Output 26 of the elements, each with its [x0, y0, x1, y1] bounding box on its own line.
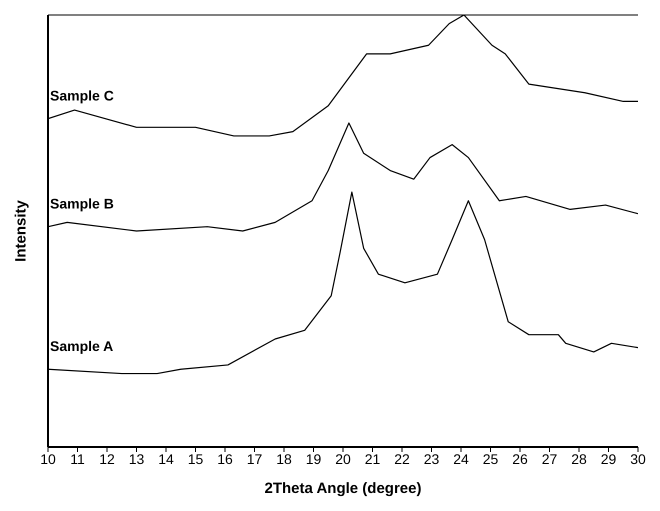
x-tick-label: 28 — [571, 450, 587, 467]
x-tick-label: 14 — [158, 450, 174, 467]
series-label: Sample B — [50, 196, 114, 212]
x-tick-label: 20 — [335, 450, 351, 467]
x-tick-label: 24 — [453, 450, 469, 467]
x-tick-label: 18 — [276, 450, 292, 467]
y-axis-title: Intensity — [12, 200, 30, 262]
x-tick-label: 17 — [246, 450, 262, 467]
x-tick-label: 25 — [482, 450, 498, 467]
x-tick-label: 23 — [424, 450, 440, 467]
x-tick-label: 16 — [217, 450, 233, 467]
x-tick-label: 26 — [512, 450, 528, 467]
x-tick-label: 27 — [542, 450, 558, 467]
x-tick-label: 19 — [306, 450, 322, 467]
x-tick-label: 29 — [600, 450, 616, 467]
x-tick-label: 11 — [70, 450, 85, 467]
x-tick-label: 13 — [128, 450, 144, 467]
x-tick-label: 12 — [99, 450, 115, 467]
x-tick-label: 30 — [630, 450, 646, 467]
series-label: Sample C — [50, 88, 114, 104]
x-axis-title: 2Theta Angle (degree) — [264, 480, 422, 497]
series-label: Sample A — [50, 338, 114, 354]
x-tick-label: 21 — [364, 450, 380, 467]
x-tick-label: 15 — [188, 450, 204, 467]
x-tick-label: 10 — [40, 450, 56, 467]
x-tick-label: 22 — [394, 450, 410, 467]
